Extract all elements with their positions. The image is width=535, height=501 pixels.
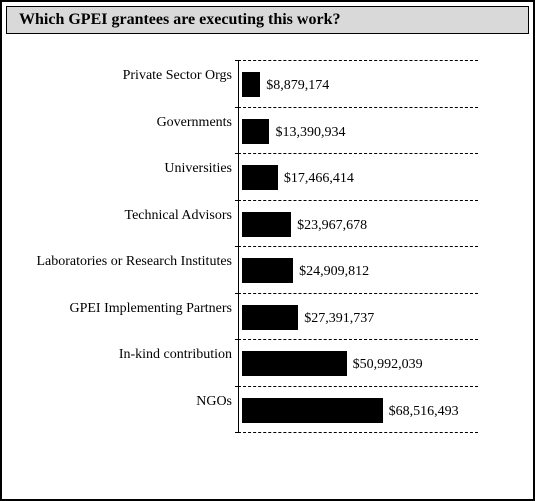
grid-line <box>238 199 478 201</box>
bar <box>242 258 294 283</box>
category-label: Private Sector Orgs <box>122 68 232 83</box>
tick-mark <box>235 60 241 61</box>
tick-mark <box>235 339 241 340</box>
category-label: In-kind contribution <box>118 347 232 362</box>
value-label: $17,466,414 <box>283 171 354 186</box>
tick-mark <box>235 385 241 387</box>
bar <box>242 72 261 97</box>
grid-line <box>238 246 478 247</box>
value-label: $27,391,737 <box>304 310 375 326</box>
category-label: GPEI Implementing Partners <box>69 300 232 316</box>
category-label: Laboratories or Research Institutes <box>36 254 232 269</box>
tick-mark <box>235 153 241 154</box>
bar <box>242 351 347 376</box>
value-label: $68,516,493 <box>388 403 459 419</box>
value-label: $8,879,174 <box>266 78 330 93</box>
category-label: Governments <box>156 114 232 130</box>
tick-mark <box>235 432 241 433</box>
bar <box>242 397 383 423</box>
value-label: $13,390,934 <box>275 124 346 140</box>
tick-mark <box>235 106 241 108</box>
grid-line <box>238 106 478 108</box>
grid-line <box>238 339 478 340</box>
grid-line <box>238 432 478 433</box>
header: Which GPEI grantees are executing this w… <box>6 6 529 34</box>
grid-line <box>238 153 478 154</box>
chart-title: Which GPEI grantees are executing this w… <box>19 11 341 28</box>
tick-mark <box>235 292 241 294</box>
value-label: $23,967,678 <box>297 217 368 233</box>
grid-line <box>238 385 478 387</box>
value-label: $50,992,039 <box>352 357 423 372</box>
tick-mark <box>235 199 241 201</box>
bar <box>242 165 278 190</box>
category-label: Universities <box>164 161 232 176</box>
value-label: $24,909,812 <box>299 264 370 279</box>
grid-line <box>238 60 478 61</box>
grid-line <box>238 292 478 294</box>
bar <box>242 211 292 237</box>
category-label: NGOs <box>196 393 232 409</box>
category-label: Technical Advisors <box>124 207 233 223</box>
bar <box>242 118 270 144</box>
bar <box>242 304 299 330</box>
tick-mark <box>235 246 241 247</box>
